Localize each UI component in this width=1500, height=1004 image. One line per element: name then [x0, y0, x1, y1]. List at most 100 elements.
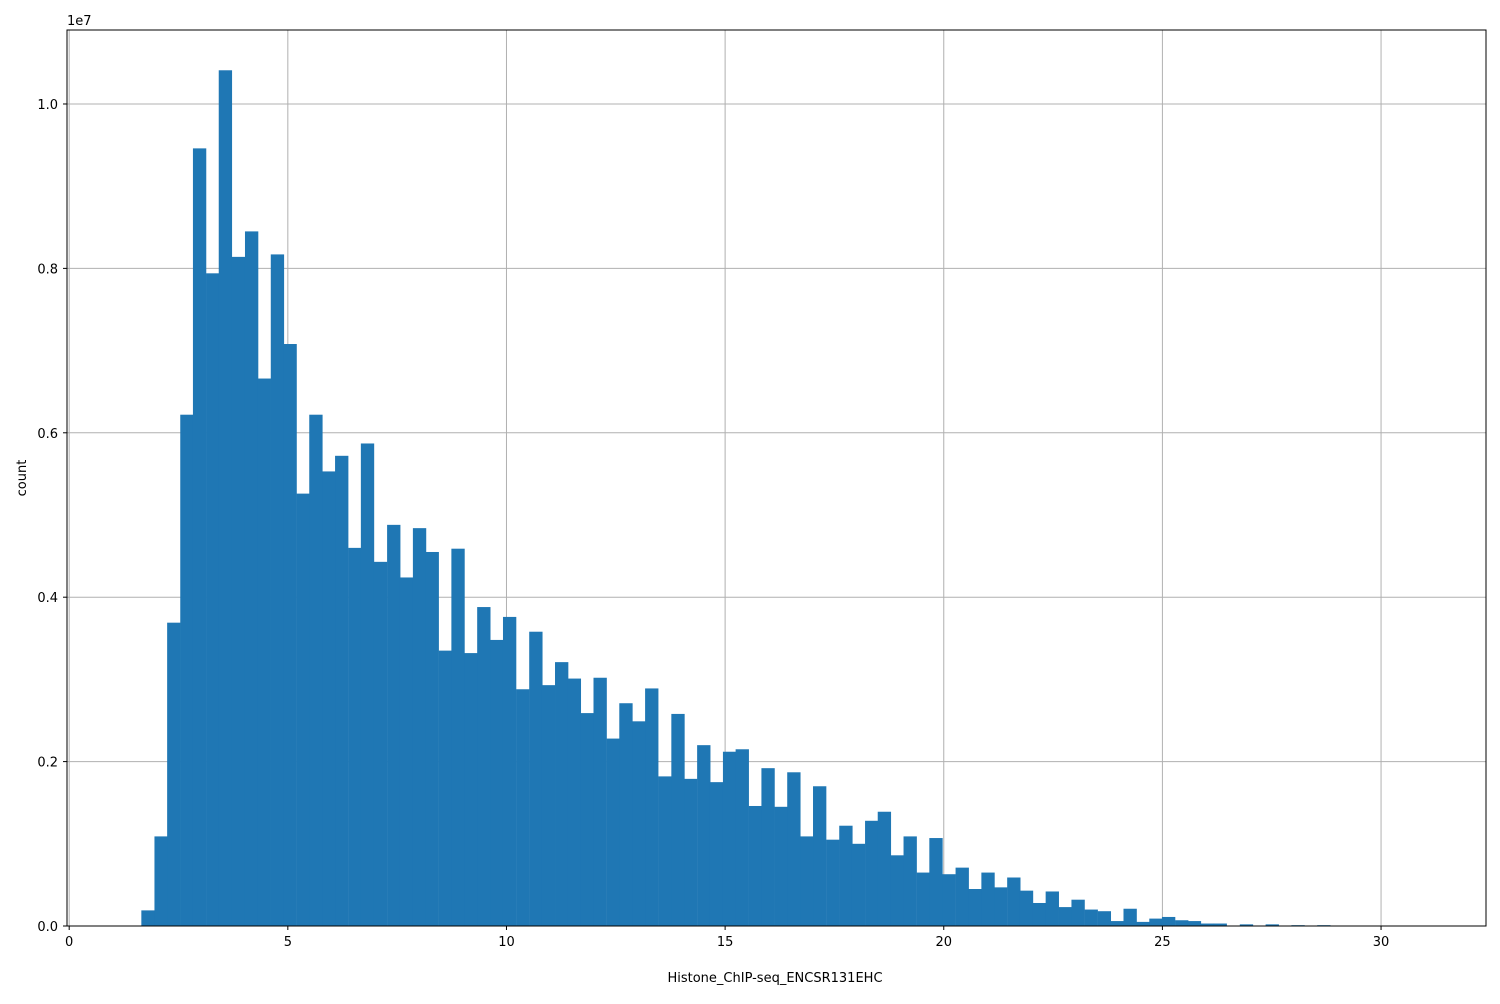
- histogram-bar: [1239, 924, 1254, 926]
- histogram-bar: [981, 872, 995, 926]
- histogram-bar: [658, 776, 672, 926]
- histogram-bar: [335, 455, 349, 926]
- histogram-bar: [1097, 911, 1112, 926]
- histogram-bar: [296, 493, 310, 926]
- histogram-bar: [399, 577, 414, 926]
- histogram-bar: [826, 839, 840, 926]
- histogram-bar: [438, 650, 453, 926]
- x-tick-label: 20: [935, 935, 952, 950]
- y-tick-label: 0.6: [37, 427, 58, 442]
- x-axis-ticks: 0 5 10 15 20 25 30: [65, 926, 1389, 950]
- histogram-bar: [1019, 890, 1034, 926]
- histogram-bar: [1110, 921, 1124, 926]
- histogram-bar: [373, 561, 388, 926]
- histogram-bar: [567, 678, 582, 926]
- histogram-bar: [490, 639, 504, 926]
- histogram-bar: [722, 751, 737, 926]
- histogram-bar: [684, 778, 698, 926]
- histogram-bar: [387, 524, 401, 926]
- x-tick-label: 5: [284, 935, 292, 950]
- histogram-bar: [748, 805, 763, 926]
- histogram-bar: [697, 745, 711, 926]
- histogram-bar: [529, 631, 543, 926]
- histogram-bar: [451, 548, 465, 926]
- histogram-bar: [141, 910, 155, 926]
- histogram-bar: [425, 551, 439, 926]
- histogram-bar: [412, 528, 427, 926]
- histogram-bar: [309, 414, 323, 926]
- histogram-bar: [865, 820, 879, 926]
- histogram-bar: [348, 547, 362, 926]
- histogram-bar: [942, 874, 956, 926]
- histogram-bar: [645, 688, 659, 926]
- y-tick-label: 1.0: [37, 98, 58, 113]
- histogram-bar: [877, 811, 892, 926]
- histogram-bar: [257, 378, 271, 926]
- histogram-bar: [206, 273, 220, 926]
- histogram-bar: [787, 772, 801, 926]
- histogram-bar: [1007, 877, 1021, 926]
- histogram-bar: [555, 662, 569, 926]
- histogram-bar: [283, 344, 297, 927]
- histogram-bar: [813, 786, 827, 926]
- histogram-bar: [1213, 923, 1227, 926]
- histogram-bar: [671, 713, 685, 926]
- histogram-bar: [516, 689, 530, 926]
- histogram-bar: [709, 782, 724, 926]
- histogram-bar: [994, 887, 1008, 926]
- histogram-bar: [593, 677, 607, 926]
- histogram-bar: [192, 148, 207, 927]
- histogram-bar: [903, 836, 917, 926]
- histogram-bar: [735, 749, 749, 926]
- y-tick-label: 0.0: [37, 920, 58, 935]
- y-axis-offset-label: 1e7: [67, 14, 92, 29]
- x-tick-label: 30: [1373, 935, 1390, 950]
- histogram-bar: [1058, 907, 1073, 926]
- y-tick-label: 0.2: [37, 756, 58, 771]
- x-tick-label: 15: [717, 935, 734, 950]
- histogram-bar: [218, 70, 233, 926]
- histogram-bar: [154, 836, 168, 926]
- histogram-bar: [606, 738, 620, 926]
- histogram-bar: [1161, 916, 1176, 926]
- histogram-bar: [580, 713, 595, 926]
- histogram-bar: [1123, 908, 1137, 926]
- histogram-bar: [477, 607, 491, 926]
- histogram-bar: [632, 721, 646, 926]
- y-axis-ticks: 0.0 0.2 0.4 0.6 0.8 1.0: [37, 98, 67, 935]
- histogram-bar: [167, 622, 181, 926]
- x-tick-label: 10: [498, 935, 515, 950]
- histogram-bar: [1071, 899, 1085, 926]
- histogram-bar: [541, 685, 556, 926]
- histogram-bar: [916, 872, 930, 926]
- histogram-bar: [839, 825, 853, 926]
- histogram-bar: [619, 703, 633, 926]
- histogram-bar: [955, 867, 969, 926]
- histogram-bar: [1187, 921, 1202, 926]
- histogram-bar: [761, 768, 775, 926]
- histogram-bars: [141, 70, 1331, 927]
- histogram-bar: [1200, 923, 1215, 926]
- histogram-bar: [1045, 891, 1059, 926]
- histogram-bar: [1265, 924, 1279, 926]
- histogram-bar: [270, 254, 285, 926]
- histogram-bar: [464, 653, 478, 926]
- histogram-bar: [929, 838, 943, 926]
- histogram-bar: [1175, 920, 1189, 926]
- histogram-bar: [180, 414, 194, 926]
- histogram-bar: [968, 889, 982, 926]
- x-axis-label: Histone_ChIP-seq_ENCSR131EHC: [667, 971, 882, 986]
- y-axis-label: count: [15, 460, 30, 497]
- histogram-bar: [244, 231, 259, 926]
- histogram-bar: [1149, 918, 1163, 926]
- histogram-bar: [800, 836, 814, 926]
- histogram-bar: [851, 843, 866, 926]
- axes-frame: [66, 29, 1487, 927]
- histogram-bar: [890, 855, 905, 926]
- histogram-bar: [1032, 902, 1047, 926]
- x-tick-label: 0: [65, 935, 73, 950]
- histogram-bar: [322, 471, 336, 926]
- histogram-bar: [231, 256, 246, 926]
